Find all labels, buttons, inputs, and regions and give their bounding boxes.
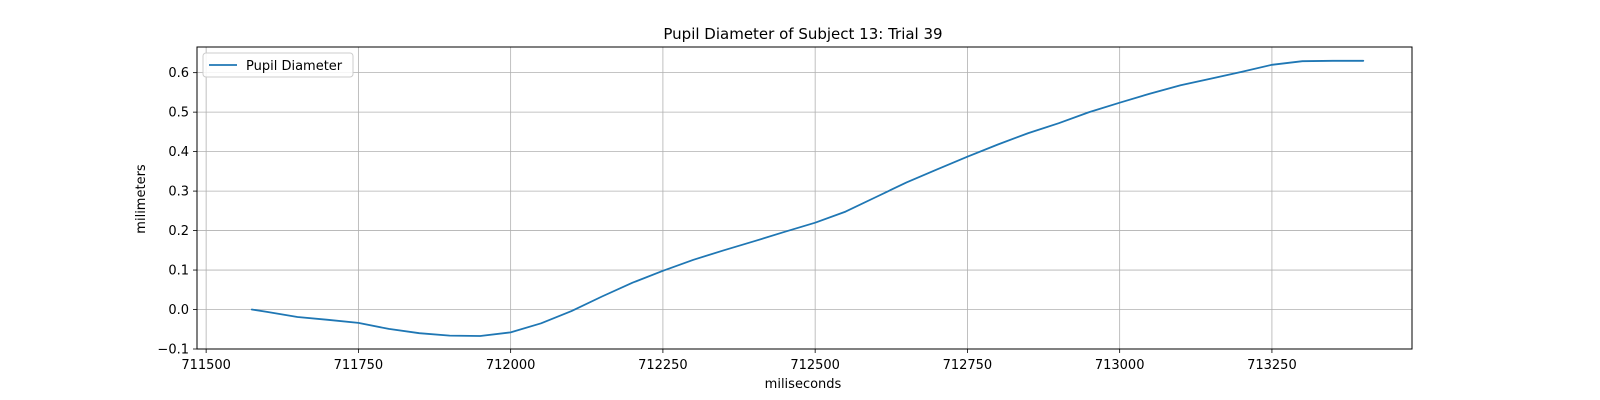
legend-label: Pupil Diameter — [246, 59, 343, 74]
x-tick-label: 712000 — [486, 358, 536, 373]
x-tick-label: 711500 — [181, 358, 231, 373]
y-tick-label: 0.0 — [168, 303, 189, 318]
ticks: 711500 711750 712000 712250 712500 712750 7130… — [157, 66, 1296, 373]
chart-title: Pupil Diameter of Subject 13: Trial 39 — [663, 25, 942, 43]
x-tick-label: 711750 — [334, 358, 384, 373]
y-tick-label: 0.4 — [168, 145, 189, 160]
legend-box — [202, 52, 354, 78]
y-tick-label: 0.3 — [168, 185, 189, 200]
x-tick-label: 712500 — [790, 358, 840, 373]
x-tick-label: 712750 — [943, 358, 993, 373]
y-tick-label: −0.1 — [157, 343, 189, 358]
x-tick-label: 713250 — [1247, 358, 1297, 373]
y-tick-label: 0.5 — [168, 106, 189, 121]
series-layer — [250, 59, 1365, 337]
legend: Pupil Diameter — [202, 52, 354, 78]
x-tick-label: 712250 — [638, 358, 688, 373]
y-axis-title: milimeters — [134, 164, 149, 234]
series-line-pupil-diameter — [250, 59, 1365, 337]
y-tick-label: 0.2 — [168, 224, 189, 239]
y-tick-label: 0.6 — [168, 66, 189, 81]
x-tick-label: 713000 — [1095, 358, 1145, 373]
y-tick-label: 0.1 — [168, 264, 189, 279]
x-axis-title: miliseconds — [765, 377, 842, 392]
plot-frame — [196, 46, 1413, 350]
